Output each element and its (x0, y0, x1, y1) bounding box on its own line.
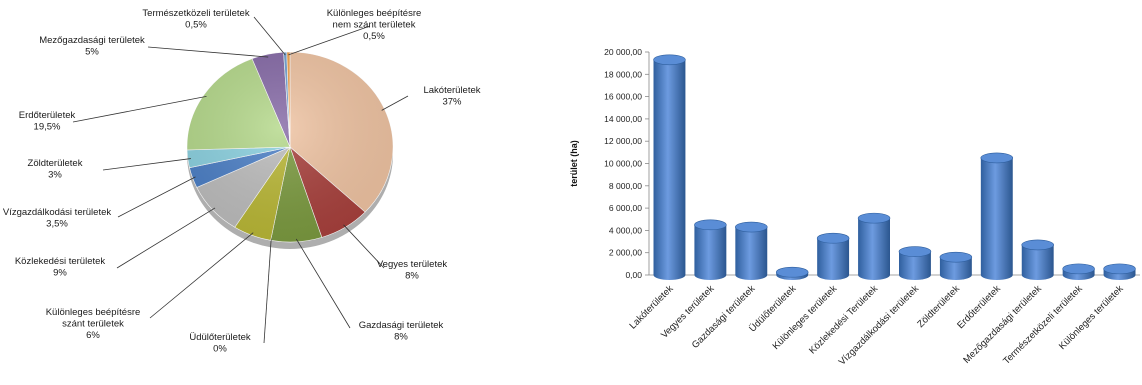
bar (816, 232, 850, 280)
pie-slice-label: Különleges beépítésre szánt területek 6% (46, 307, 141, 341)
bar (694, 219, 727, 280)
bar (898, 246, 932, 280)
y-tick-label: 6 000,00 (609, 203, 642, 213)
y-tick-label: 2 000,00 (609, 248, 642, 258)
pie-slice-label: Közlekedési területek 9% (15, 256, 106, 279)
pie-slice-label: Természetközeli területek 0,5% (142, 8, 249, 31)
bar (939, 251, 973, 280)
bar (1062, 263, 1095, 280)
pie-leader-line (381, 95, 409, 111)
pie-slice-label: Gazdasági területek 8% (359, 320, 444, 343)
pie-leader-line (149, 232, 254, 319)
pie-leader-line (117, 176, 196, 218)
bar (857, 212, 891, 280)
bar (735, 221, 768, 280)
pie-slice-label: Zöldterületek 3% (28, 158, 83, 181)
bar (653, 54, 686, 281)
bar (775, 266, 809, 280)
y-tick-label: 18 000,00 (604, 69, 642, 79)
pie-slice-label: Különleges beépítésre nem szánt területek… (327, 8, 422, 42)
pie-slice-label: Vegyes területek 8% (377, 259, 447, 282)
y-tick-label: 8 000,00 (609, 181, 642, 191)
bar-chart: 0,00 2 000,00 4 000,00 6 000,00 8 000,00 10 0… (569, 47, 1140, 368)
pie-slice-label: Mezőgazdasági területek 5% (39, 35, 145, 58)
x-category-label: Közlekedési Területek (807, 283, 880, 356)
pie-slice-label: Üdülőterületek 0% (189, 332, 251, 355)
pie-leader-line (253, 16, 286, 56)
pie-leader-line (295, 238, 351, 329)
pie-leader-line (288, 25, 371, 56)
y-tick-label: 14 000,00 (604, 114, 642, 124)
y-tick-label: 16 000,00 (604, 92, 642, 102)
pie-leader-line (343, 224, 385, 269)
bar (1021, 239, 1054, 280)
bar (1103, 263, 1136, 280)
bar (980, 152, 1014, 280)
y-tick-label: 4 000,00 (609, 225, 642, 235)
y-axis-title: terület (ha) (569, 140, 579, 187)
pie-leader-line (72, 96, 207, 123)
y-tick-label: 12 000,00 (604, 136, 642, 146)
pie-leader-line (147, 46, 269, 58)
pie-gloss (187, 52, 393, 242)
pie-leader-line (116, 207, 216, 269)
x-category-label: Természetközeli területek (1001, 283, 1085, 367)
y-tick-label: 20 000,00 (604, 47, 642, 57)
pie-chart: Lakóterületek 37% Vegyes területek 8% Gazdas… (3, 8, 481, 355)
x-category-label: Mezőgazdasági területek (961, 283, 1044, 366)
y-tick-label: 0,00 (625, 270, 642, 280)
x-category-label: Vízgazdálkodási területek (837, 283, 922, 368)
y-tick-label: 10 000,00 (604, 159, 642, 169)
pie-slice-label: Erdőterületek 19,5% (19, 110, 76, 133)
pie-slice-label: Lakóterületek 37% (423, 85, 480, 108)
pie-leader-line (102, 158, 191, 171)
pie-slice-label: Vízgazdálkodási területek 3,5% (3, 207, 112, 230)
pie-leader-line (263, 237, 272, 344)
